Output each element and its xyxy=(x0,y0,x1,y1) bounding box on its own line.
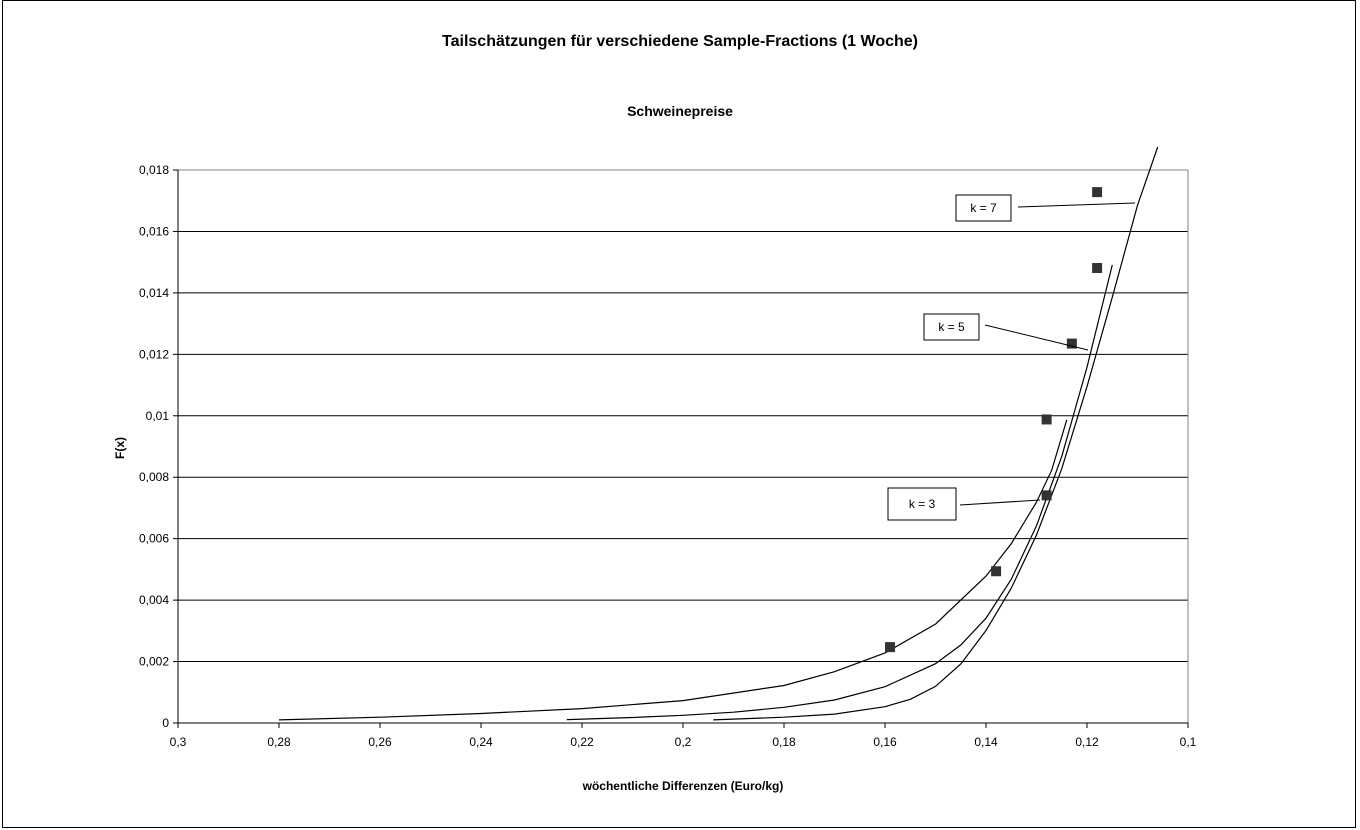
y-tick-label: 0,014 xyxy=(139,286,169,300)
x-tick-label: 0,2 xyxy=(675,735,692,749)
annotation-label: k = 5 xyxy=(938,320,965,334)
y-axis-label: F(x) xyxy=(113,437,127,459)
annotation-label: k = 7 xyxy=(970,201,997,215)
gridlines xyxy=(178,169,1188,663)
data-point xyxy=(1092,187,1103,198)
y-tick-label: 0,016 xyxy=(139,224,169,238)
x-tick-label: 0,12 xyxy=(1075,735,1099,749)
y-tick-label: 0 xyxy=(162,716,169,730)
y-tick-label: 0,004 xyxy=(139,593,169,607)
curve-k-7 xyxy=(713,146,1159,721)
x-tick-label: 0,28 xyxy=(267,735,291,749)
chart-title: Tailschätzungen für verschiedene Sample-… xyxy=(442,33,918,50)
x-tick-label: 0,18 xyxy=(772,735,796,749)
x-axis-label: wöchentliche Differenzen (Euro/kg) xyxy=(582,779,784,793)
data-points xyxy=(885,187,1103,653)
x-tick-label: 0,1 xyxy=(1180,735,1197,749)
data-point xyxy=(1041,490,1052,501)
data-point xyxy=(1041,414,1052,425)
y-tick-label: 0,01 xyxy=(146,409,170,423)
data-point xyxy=(991,566,1002,577)
annotation-label: k = 3 xyxy=(909,497,936,511)
y-tick-label: 0,002 xyxy=(139,655,169,669)
x-tick-label: 0,26 xyxy=(368,735,392,749)
annotation-leader-line xyxy=(1017,202,1136,208)
data-point xyxy=(1092,263,1103,274)
data-point xyxy=(1066,338,1077,349)
x-tick-label: 0,22 xyxy=(570,735,594,749)
chart-subtitle: Schweinepreise xyxy=(627,103,733,119)
y-tick-label: 0,006 xyxy=(139,532,169,546)
annotation-leader-line xyxy=(984,324,1089,351)
annotation-box xyxy=(955,194,1012,222)
annotation-box xyxy=(887,487,957,521)
x-tick-label: 0,14 xyxy=(974,735,998,749)
axes: 0 0,002 0,004 0,006 0,008 0,01 0,012 0,014 0,016… xyxy=(139,163,1197,749)
annotation-box xyxy=(923,313,980,341)
data-point xyxy=(885,642,896,653)
fitted-curves xyxy=(278,146,1159,721)
annotations: k = 7 k = 5 k = 3 xyxy=(887,194,1136,521)
annotation-leader-line xyxy=(959,499,1041,506)
curve-k-5 xyxy=(566,264,1113,721)
curve-k-3 xyxy=(278,419,1068,721)
x-tick-label: 0,3 xyxy=(170,735,187,749)
y-tick-label: 0,008 xyxy=(139,470,169,484)
y-tick-label: 0,018 xyxy=(139,163,169,177)
y-tick-label: 0,012 xyxy=(139,347,169,361)
x-tick-label: 0,24 xyxy=(469,735,493,749)
x-tick-label: 0,16 xyxy=(873,735,897,749)
plot-area-border xyxy=(177,169,1189,724)
